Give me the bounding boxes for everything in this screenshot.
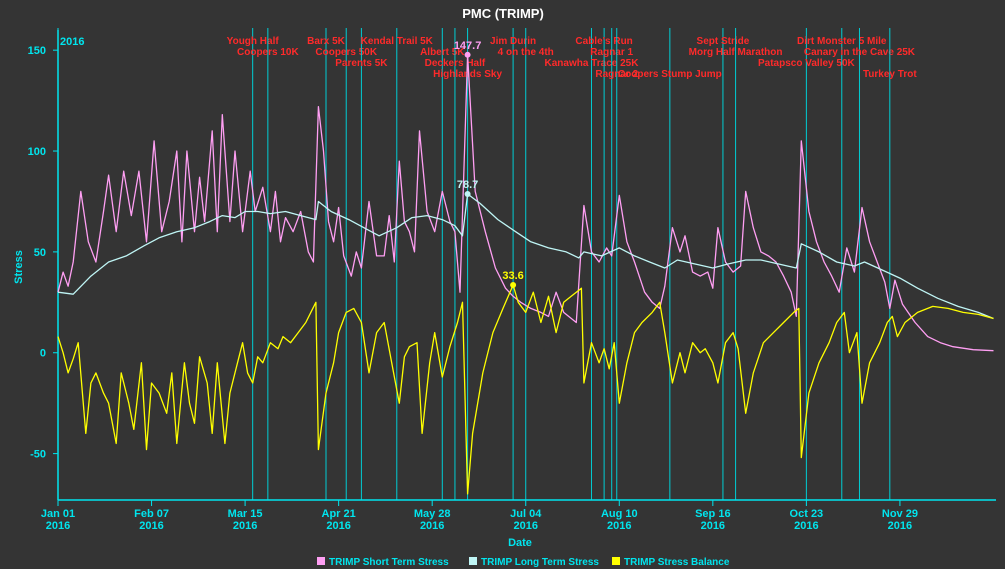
- event-label: Deckers Half: [425, 58, 486, 69]
- annotation-label: 147.7: [454, 40, 482, 52]
- x-tick-label: Apr 21: [322, 508, 356, 520]
- legend-label: TRIMP Short Term Stress: [329, 557, 449, 568]
- series-line-1: [57, 193, 994, 320]
- data-annotations: 147.7 78.7 33.6: [454, 40, 524, 288]
- event-label: Coopers 10K: [237, 47, 299, 58]
- x-axis-label: Date: [508, 537, 532, 549]
- x-tick-label: Nov 29: [882, 508, 918, 520]
- legend-label: TRIMP Stress Balance: [624, 557, 730, 568]
- event-label: Yough Half: [227, 36, 280, 47]
- x-tick-year: 2016: [46, 520, 70, 532]
- event-label: Ragnar 2: [595, 69, 638, 80]
- y-tick-label: 100: [28, 146, 46, 158]
- annotation-point: [464, 190, 471, 197]
- event-label: Patapsco Valley 50K: [758, 58, 856, 69]
- series-line-0: [57, 54, 994, 352]
- event-label: Morg Half Marathon: [689, 47, 783, 58]
- event-label: Parents 5K: [335, 58, 388, 69]
- event-label: Highlands Sky: [433, 69, 502, 80]
- event-label: Dirt Monster 5 Mile: [797, 36, 887, 47]
- event-label: Turkey Trot: [863, 69, 917, 80]
- legend-label: TRIMP Long Term Stress: [481, 557, 599, 568]
- legend-swatch: [317, 557, 325, 565]
- x-tick-year: 2016: [607, 520, 631, 532]
- y-tick-label: 150: [28, 45, 46, 57]
- event-label: Albert 5K: [420, 47, 465, 58]
- event-label: 4 on the 4th: [498, 47, 554, 58]
- series-line-2: [57, 284, 994, 495]
- x-tick-label: Sep 16: [695, 508, 730, 520]
- event-label: Cable's Run: [575, 36, 632, 47]
- x-tick-label: Feb 07: [134, 508, 169, 520]
- x-tick-year: 2016: [513, 520, 537, 532]
- legend: TRIMP Short Term Stress TRIMP Long Term S…: [317, 557, 730, 568]
- legend-swatch: [469, 557, 477, 565]
- x-tick-label: Aug 10: [601, 508, 638, 520]
- x-tick-year: 2016: [701, 520, 725, 532]
- event-label: Coopers 50K: [315, 47, 377, 58]
- y-tick-label: 50: [34, 247, 46, 259]
- x-tick-year: 2016: [794, 520, 818, 532]
- y-tick-label: -50: [30, 449, 46, 461]
- event-label: Kendal Trail 5K: [361, 36, 434, 47]
- x-tick-label: Oct 23: [790, 508, 824, 520]
- event-label: Kanawha Trace 25K: [545, 58, 640, 69]
- event-label: Barx 5K: [307, 36, 346, 47]
- annotation-label: 33.6: [502, 270, 523, 282]
- x-tick-year: 2016: [420, 520, 444, 532]
- event-label: Sept Stride: [697, 36, 750, 47]
- y-tick-label: 0: [40, 348, 46, 360]
- x-tick-label: Jan 01: [41, 508, 75, 520]
- series: [57, 54, 994, 495]
- x-tick-label: Jul 04: [510, 508, 542, 520]
- chart-title: PMC (TRIMP): [462, 6, 544, 21]
- event-label: Ragnar 1: [590, 47, 633, 58]
- x-tick-year: 2016: [233, 520, 257, 532]
- annotation-label: 78.7: [457, 179, 478, 191]
- annotation-point: [510, 281, 517, 288]
- legend-swatch: [612, 557, 620, 565]
- x-tick-year: 2016: [326, 520, 350, 532]
- event-label: Coopers Stump Jump: [618, 69, 722, 80]
- x-tick-year: 2016: [139, 520, 163, 532]
- event-label: Canary in the Cave 25K: [804, 47, 916, 58]
- event-label: Jim Durin: [490, 36, 536, 47]
- annotation-point: [464, 51, 471, 58]
- x-tick-label: May 28: [414, 508, 451, 520]
- x-tick-year: 2016: [888, 520, 912, 532]
- y-axis-label: Stress: [13, 250, 25, 284]
- season-marker-label: 2016: [60, 36, 84, 48]
- x-tick-label: Mar 15: [228, 508, 263, 520]
